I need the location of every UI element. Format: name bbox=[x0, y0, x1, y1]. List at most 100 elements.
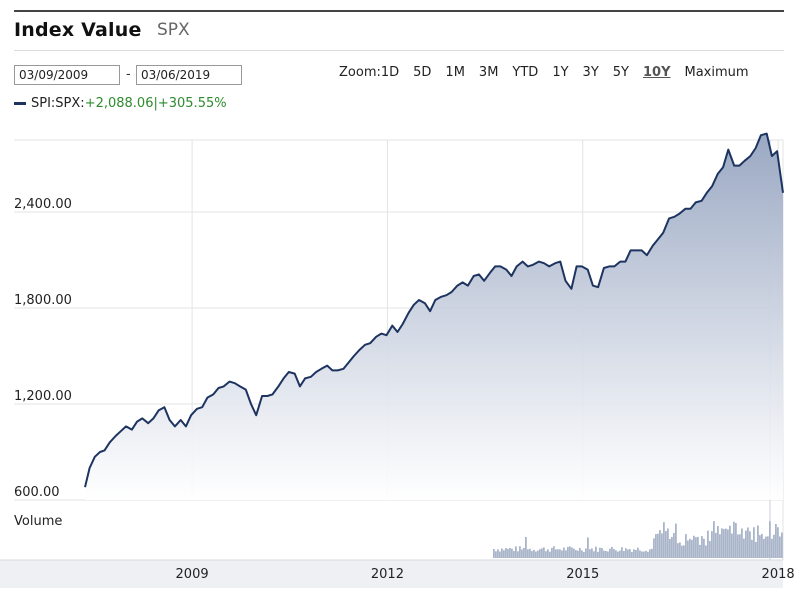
date-range-separator: - bbox=[126, 67, 131, 82]
volume-bar bbox=[507, 549, 509, 558]
zoom-5y-button[interactable]: 5Y bbox=[612, 65, 629, 80]
volume-bar bbox=[753, 527, 755, 558]
volume-bar bbox=[605, 550, 607, 558]
volume-bar bbox=[517, 551, 519, 558]
volume-bar bbox=[757, 525, 759, 558]
x-tick-label: 2015 bbox=[566, 567, 599, 582]
volume-bar bbox=[731, 533, 733, 558]
zoom-3m-button[interactable]: 3M bbox=[478, 65, 499, 80]
x-tick-label: 2018 bbox=[762, 567, 795, 582]
volume-bar bbox=[585, 548, 587, 558]
volume-bar bbox=[601, 548, 603, 558]
volume-bar bbox=[581, 550, 583, 558]
volume-bar bbox=[611, 546, 613, 558]
volume-bar bbox=[651, 548, 653, 558]
zoom-controls: Zoom: 1D 5D 1M 3M YTD 1Y 3Y 5Y 10Y Maxim… bbox=[339, 65, 749, 80]
volume-bar bbox=[669, 538, 671, 558]
volume-bar bbox=[561, 550, 563, 558]
y-tick-label: 1,800.00 bbox=[14, 293, 72, 308]
legend: SPI:SPX: +2,088.06|+305.55% bbox=[14, 96, 227, 111]
zoom-1d-button[interactable]: 1D bbox=[380, 65, 400, 80]
volume-bar bbox=[713, 521, 715, 558]
volume-bar bbox=[721, 528, 723, 558]
volume-bar bbox=[499, 551, 501, 558]
volume-bar bbox=[519, 546, 521, 558]
volume-bar bbox=[523, 547, 525, 558]
volume-bar bbox=[537, 550, 539, 558]
axis-labels: 600.00 1,200.00 1,800.00 2,400.00 Volume 2009… bbox=[14, 197, 795, 582]
header-divider bbox=[14, 50, 784, 51]
volume-bar bbox=[625, 548, 627, 558]
volume-bar bbox=[643, 551, 645, 558]
volume-bar bbox=[755, 541, 757, 558]
volume-bar bbox=[497, 549, 499, 558]
chart-title: Index Value bbox=[14, 19, 142, 41]
volume-bar bbox=[597, 551, 599, 558]
volume-bar bbox=[609, 548, 611, 558]
legend-swatch bbox=[14, 102, 26, 105]
volume-label: Volume bbox=[14, 514, 62, 529]
zoom-label: Zoom: bbox=[339, 65, 381, 80]
zoom-10y-button[interactable]: 10Y bbox=[642, 65, 671, 80]
zoom-3y-button[interactable]: 3Y bbox=[582, 65, 599, 80]
volume-bar bbox=[623, 551, 625, 558]
x-tick-label: 2012 bbox=[371, 567, 404, 582]
volume-bar bbox=[709, 540, 711, 558]
volume-bar bbox=[681, 545, 683, 558]
volume-bar bbox=[575, 550, 577, 558]
volume-bar bbox=[529, 548, 531, 558]
volume-bar bbox=[635, 549, 637, 558]
chart-subtitle: SPX bbox=[157, 20, 190, 40]
volume-bar bbox=[719, 534, 721, 558]
volume-bar bbox=[773, 534, 775, 558]
zoom-1y-button[interactable]: 1Y bbox=[552, 65, 569, 80]
volume-bar bbox=[705, 545, 707, 558]
volume-bar bbox=[621, 547, 623, 558]
legend-change: +2,088.06|+305.55% bbox=[84, 96, 227, 111]
volume-bar bbox=[699, 544, 701, 558]
volume-bar bbox=[715, 532, 717, 558]
volume-bar bbox=[707, 530, 709, 558]
volume-bar bbox=[591, 548, 593, 558]
volume-bar bbox=[701, 536, 703, 558]
volume-bar bbox=[761, 533, 763, 558]
zoom-maximum-button[interactable]: Maximum bbox=[684, 65, 749, 80]
volume-bar bbox=[531, 551, 533, 558]
volume-bar bbox=[671, 536, 673, 558]
volume-bar bbox=[747, 527, 749, 558]
volume-bar bbox=[695, 537, 697, 558]
volume-bar bbox=[525, 536, 527, 558]
volume-bar bbox=[723, 529, 725, 558]
volume-bar bbox=[673, 533, 675, 558]
volume-bar bbox=[743, 538, 745, 558]
volume-bar bbox=[603, 550, 605, 558]
volume-bar bbox=[639, 550, 641, 558]
volume-bar bbox=[697, 536, 699, 558]
volume-bar bbox=[515, 546, 517, 558]
volume-bar bbox=[771, 538, 773, 558]
volume-bar bbox=[685, 534, 687, 558]
zoom-ytd-button[interactable]: YTD bbox=[512, 65, 539, 80]
area-layer bbox=[84, 132, 784, 500]
x-tick-label: 2009 bbox=[176, 567, 209, 582]
volume-bar bbox=[493, 549, 495, 558]
volume-bar bbox=[693, 535, 695, 558]
volume-bar bbox=[579, 547, 581, 558]
start-date-input[interactable] bbox=[14, 65, 120, 85]
volume-bar bbox=[577, 550, 579, 558]
volume-bar bbox=[619, 550, 621, 558]
zoom-5d-button[interactable]: 5D bbox=[413, 65, 432, 80]
volume-bar bbox=[513, 550, 515, 558]
y-tick-label: 1,200.00 bbox=[14, 389, 72, 404]
volume-bar bbox=[765, 536, 767, 558]
volume-bar bbox=[595, 546, 597, 558]
navigator-band bbox=[0, 560, 783, 588]
volume-bar bbox=[607, 551, 609, 558]
volume-bar bbox=[549, 551, 551, 558]
volume-bar bbox=[535, 551, 537, 558]
end-date-input[interactable] bbox=[136, 65, 242, 85]
zoom-1m-button[interactable]: 1M bbox=[445, 65, 465, 80]
volume-bar bbox=[667, 528, 669, 558]
volume-bar bbox=[543, 547, 545, 558]
